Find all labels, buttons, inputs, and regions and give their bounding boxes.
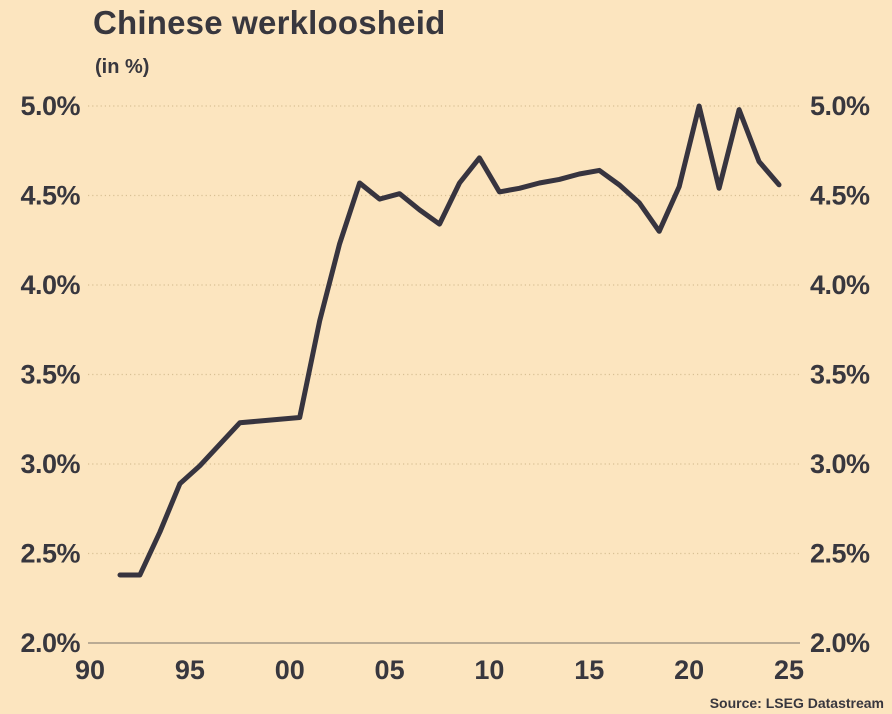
unemployment-line [117,103,782,578]
y-tick-label-right-4.0%: 4.0% [810,270,870,300]
x-tick-label-10: 10 [474,655,504,685]
y-tick-label-right-2.0%: 2.0% [810,628,870,658]
x-tick-label-95: 95 [175,655,205,685]
y-tick-label-left-4.5%: 4.5% [20,181,80,211]
chart-subtitle: (in %) [95,56,150,78]
y-tick-label-right-5.0%: 5.0% [810,91,870,121]
x-tick-label-90: 90 [75,655,105,685]
y-tick-label-right-3.5%: 3.5% [810,360,870,390]
y-tick-label-right-3.0%: 3.0% [810,449,870,479]
x-tick-label-25: 25 [774,655,804,685]
x-tick-label-05: 05 [375,655,405,685]
y-tick-label-left-4.0%: 4.0% [20,270,80,300]
x-tick-label-00: 00 [275,655,305,685]
y-tick-label-left-3.0%: 3.0% [20,449,80,479]
y-tick-label-left-5.0%: 5.0% [20,91,80,121]
chart-title: Chinese werkloosheid [93,4,446,41]
x-tick-label-20: 20 [674,655,704,685]
source-label: Source: LSEG Datastream [709,695,884,711]
x-tick-label-15: 15 [574,655,604,685]
y-tick-label-left-2.0%: 2.0% [20,628,80,658]
y-tick-label-right-2.5%: 2.5% [810,539,870,569]
y-tick-label-left-3.5%: 3.5% [20,360,80,390]
y-tick-label-right-4.5%: 4.5% [810,181,870,211]
y-tick-label-left-2.5%: 2.5% [20,539,80,569]
